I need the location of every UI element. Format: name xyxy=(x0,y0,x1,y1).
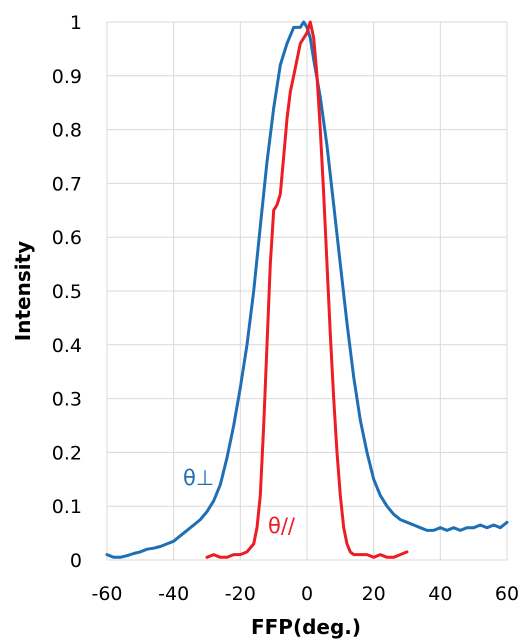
series-line-theta-perp xyxy=(105,20,509,559)
y-tick-label: 1 xyxy=(70,12,82,34)
y-tick-label: 0.3 xyxy=(52,389,82,411)
y-tick-label: 0.1 xyxy=(52,496,82,518)
y-tick-label: 0.8 xyxy=(52,120,82,142)
y-axis-title: Intensity xyxy=(11,241,35,341)
y-tick-label: 0.2 xyxy=(52,442,82,464)
y-tick-label: 0.9 xyxy=(52,66,82,88)
x-tick-label: -20 xyxy=(225,583,256,605)
series-line-theta-parallel xyxy=(205,20,409,559)
x-tick-label: -40 xyxy=(158,583,189,605)
y-tick-label: 0.6 xyxy=(52,227,82,249)
x-tick-label: 20 xyxy=(362,583,386,605)
gridlines xyxy=(106,21,508,561)
tick-labels: -60 -40 -20 0 20 40 60 0 0.1 0.2 0.3 0.4 0.5 0.6 0.7 0.… xyxy=(52,12,519,605)
x-axis-title: FFP(deg.) xyxy=(251,615,361,639)
y-tick-label: 0.5 xyxy=(52,281,82,303)
x-tick-label: -60 xyxy=(91,583,122,605)
y-tick-label: 0.4 xyxy=(52,335,82,357)
x-tick-label: 40 xyxy=(428,583,452,605)
x-tick-label: 0 xyxy=(301,583,313,605)
series-label-theta-parallel: θ// xyxy=(268,514,296,538)
series-layer xyxy=(105,20,509,559)
y-tick-label: 0 xyxy=(70,550,82,572)
x-tick-label: 60 xyxy=(495,583,519,605)
series-label-theta-perp: θ⊥ xyxy=(183,466,214,490)
y-tick-label: 0.7 xyxy=(52,173,82,195)
